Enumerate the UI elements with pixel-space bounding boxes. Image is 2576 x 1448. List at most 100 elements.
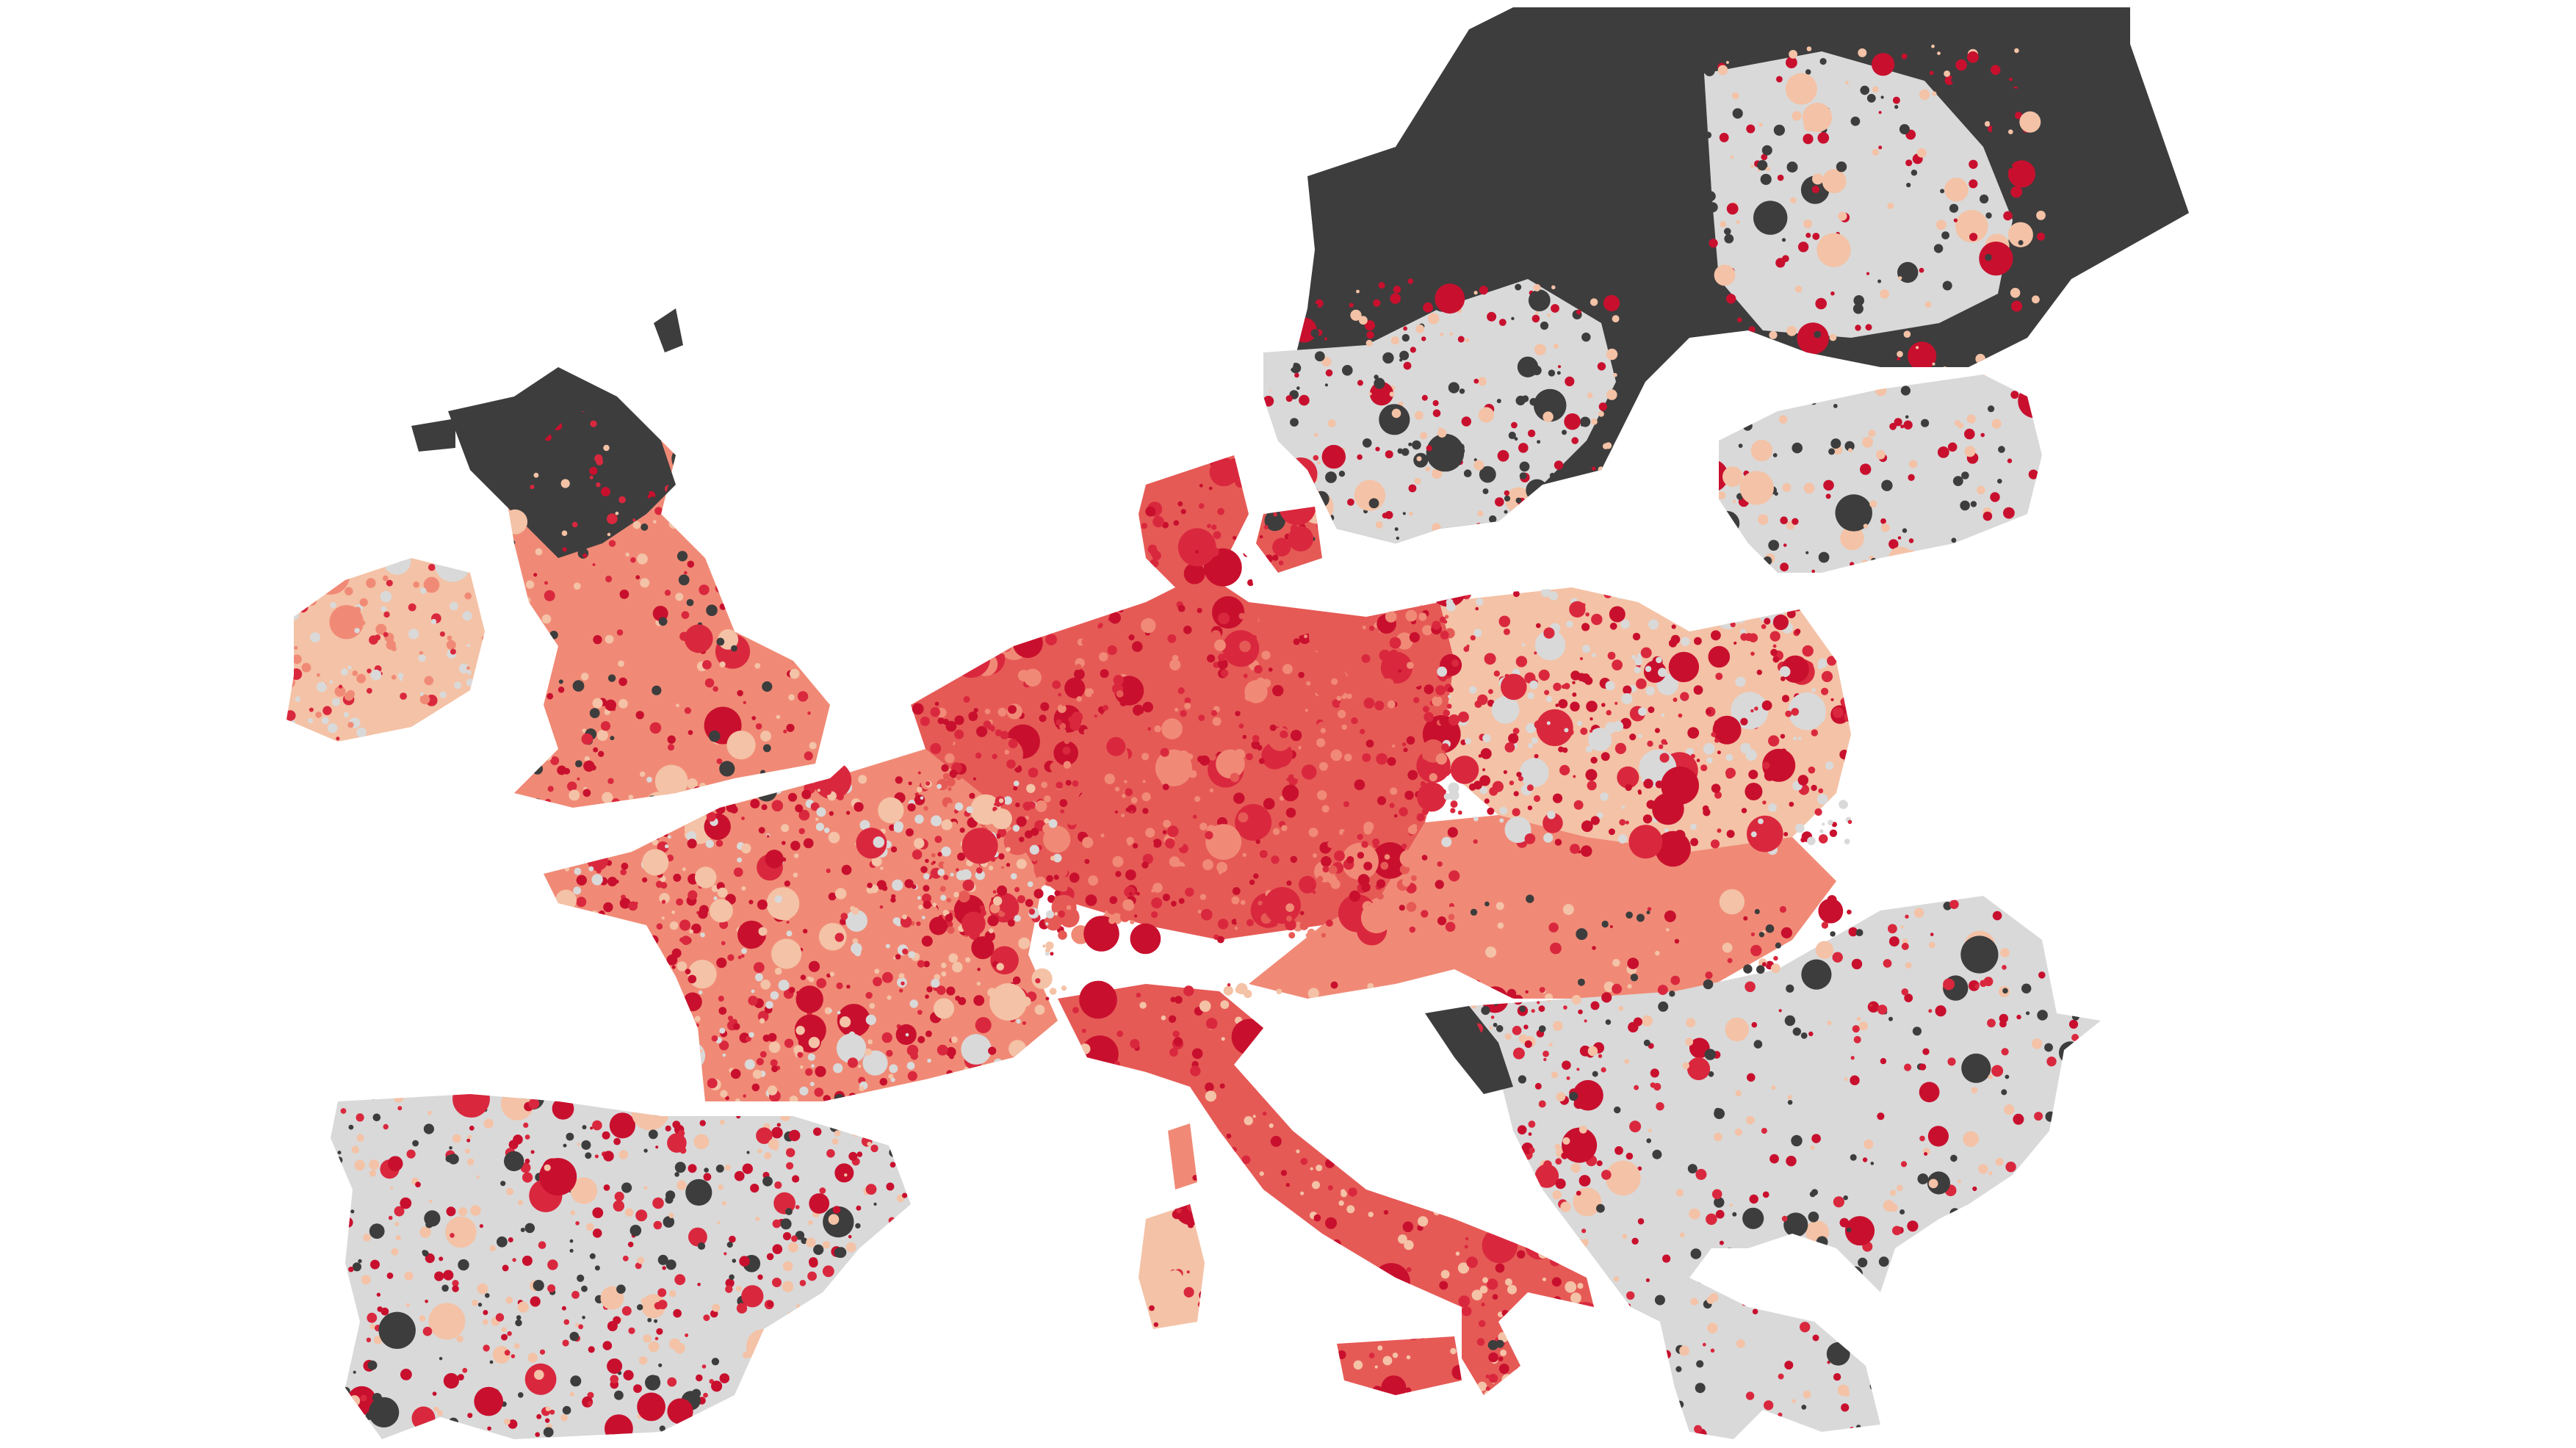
density-speck (1740, 717, 1748, 725)
density-speck (1812, 1334, 1819, 1342)
density-speck (591, 811, 602, 822)
density-speck (1686, 1057, 1711, 1081)
density-speck (1950, 1154, 1958, 1162)
density-speck (1617, 590, 1622, 595)
density-speck (920, 927, 926, 933)
density-speck (1205, 1232, 1217, 1243)
density-speck (1572, 1305, 1578, 1311)
density-speck (1302, 295, 1312, 305)
density-speck (1368, 1038, 1404, 1074)
density-speck (1897, 370, 1902, 375)
density-speck (808, 960, 820, 972)
density-speck (1306, 490, 1311, 496)
density-speck (1808, 766, 1816, 774)
density-speck (1821, 670, 1833, 683)
density-speck (1026, 783, 1036, 794)
density-speck (751, 1083, 760, 1092)
density-speck (542, 929, 553, 940)
density-speck (781, 824, 790, 833)
density-speck (1802, 645, 1814, 657)
density-speck (1482, 768, 1486, 772)
density-speck (1312, 563, 1323, 574)
density-speck (1888, 936, 1899, 947)
density-speck (668, 518, 679, 529)
density-speck (1675, 1189, 1684, 1197)
density-speck (1260, 1017, 1268, 1025)
density-speck (1330, 981, 1338, 989)
density-speck (813, 1103, 821, 1111)
density-speck (637, 1256, 645, 1264)
density-speck (1526, 723, 1536, 734)
density-speck (1768, 803, 1778, 812)
density-speck (1025, 601, 1032, 607)
density-speck (1142, 780, 1146, 783)
density-speck (2007, 458, 2013, 463)
density-speck (618, 660, 624, 667)
density-speck (1507, 521, 1510, 525)
density-speck (762, 681, 773, 692)
density-speck (1373, 842, 1379, 848)
density-speck (906, 1112, 914, 1120)
density-speck (2073, 958, 2079, 964)
density-speck (472, 575, 480, 582)
density-speck (915, 598, 926, 609)
density-speck (1136, 451, 1144, 460)
density-speck (1016, 858, 1027, 869)
density-speck (1570, 1292, 1581, 1303)
density-speck (1966, 414, 1976, 424)
density-speck (1724, 228, 1731, 235)
density-speck (1844, 839, 1850, 844)
density-speck (1892, 96, 1900, 104)
density-speck (657, 948, 661, 953)
density-speck (1690, 823, 1698, 830)
density-speck (1833, 651, 1838, 655)
density-speck (508, 1419, 518, 1429)
density-speck (1689, 1208, 1700, 1220)
density-speck (1291, 1228, 1297, 1234)
density-speck (1513, 791, 1519, 797)
density-speck (335, 1165, 342, 1172)
density-speck (1196, 849, 1202, 855)
density-speck (1826, 1342, 1850, 1366)
density-speck (1780, 562, 1789, 572)
density-speck (1598, 410, 1604, 417)
density-speck (925, 669, 932, 676)
density-speck (1371, 1386, 1383, 1397)
density-speck (562, 547, 567, 552)
density-speck (348, 1434, 356, 1439)
density-speck (1590, 1001, 1600, 1010)
density-speck (607, 1288, 618, 1298)
density-speck (1066, 1107, 1074, 1115)
density-speck (584, 1013, 594, 1023)
density-speck (782, 1232, 792, 1241)
density-speck (1065, 780, 1072, 786)
density-speck (1892, 1226, 1902, 1236)
density-speck (946, 1046, 956, 1057)
density-speck (1058, 1333, 1069, 1344)
density-speck (1524, 833, 1536, 844)
density-speck (295, 696, 301, 702)
density-speck (721, 1201, 727, 1206)
density-speck (1432, 1045, 1439, 1051)
density-speck (1812, 233, 1820, 240)
density-speck (288, 609, 300, 620)
density-speck (294, 645, 298, 650)
density-speck (897, 1100, 901, 1104)
density-speck (1000, 901, 1013, 913)
density-speck (853, 1388, 860, 1395)
density-speck (638, 993, 646, 1002)
density-speck (1992, 911, 2002, 921)
density-speck (1992, 540, 2000, 548)
density-speck (1740, 742, 1751, 754)
density-speck (353, 1370, 356, 1374)
density-speck (829, 971, 835, 977)
density-speck (1927, 1171, 1950, 1195)
density-speck (1141, 1087, 1164, 1109)
density-speck (940, 894, 947, 901)
density-speck (1408, 484, 1417, 493)
density-speck (551, 993, 561, 1003)
density-speck (674, 1274, 686, 1286)
density-speck (1515, 283, 1522, 291)
density-speck (1695, 1168, 1707, 1180)
density-speck (1451, 659, 1460, 667)
